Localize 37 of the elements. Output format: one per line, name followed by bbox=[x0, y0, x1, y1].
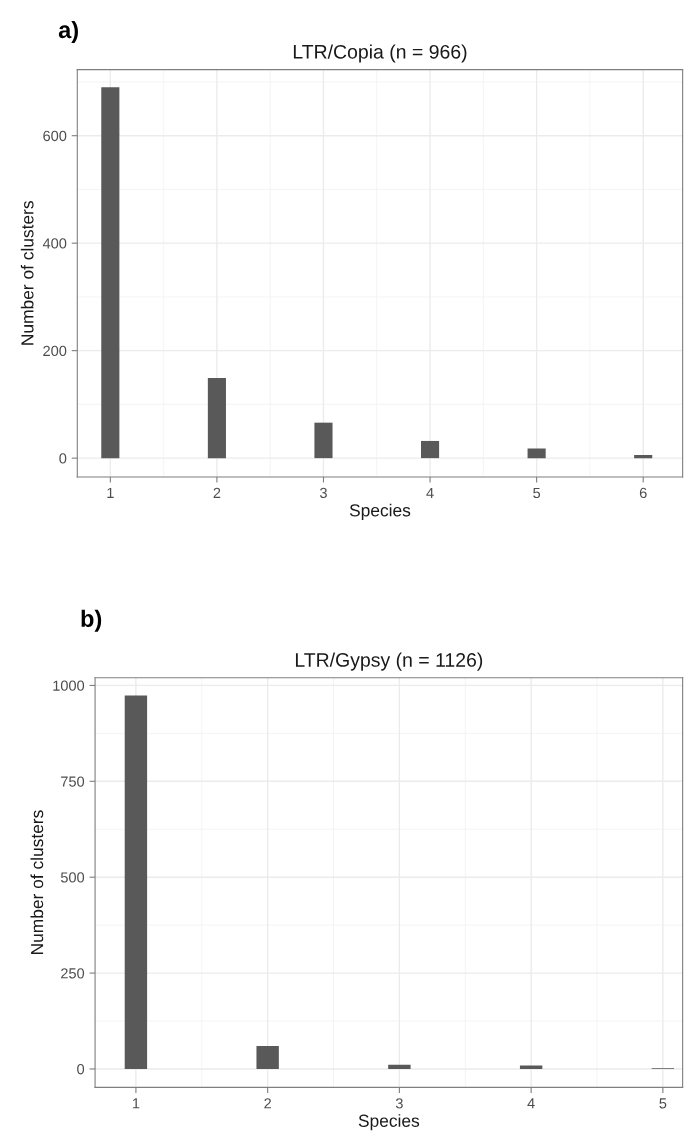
y-tick-label: 500 bbox=[60, 872, 85, 883]
x-axis-title: Species bbox=[349, 503, 411, 520]
y-tick-label: 1000 bbox=[53, 680, 85, 691]
bar bbox=[207, 378, 226, 459]
y-tick-label: 400 bbox=[42, 238, 67, 249]
chart-title: LTR/Gypsy (n = 1126) bbox=[295, 652, 483, 671]
text: a) bbox=[58, 20, 78, 43]
y-tick-label: 0 bbox=[59, 453, 67, 464]
bar bbox=[420, 440, 440, 459]
y-axis-title: Number of clusters bbox=[20, 201, 34, 345]
x-tick-label: 1 bbox=[107, 487, 114, 498]
bar bbox=[388, 1064, 411, 1069]
x-axis-title: Species bbox=[358, 1114, 420, 1131]
x-tick-label: 2 bbox=[264, 1098, 271, 1109]
x-tick-label: 5 bbox=[533, 487, 541, 499]
x-tick-label: 3 bbox=[319, 487, 327, 499]
x-tick-label: 2 bbox=[213, 487, 221, 498]
y-tick-label: 200 bbox=[43, 345, 67, 357]
x-tick-label: 6 bbox=[639, 487, 647, 499]
bar bbox=[256, 1045, 279, 1069]
bar bbox=[314, 422, 333, 459]
bar bbox=[101, 87, 120, 459]
x-tick-label: 1 bbox=[132, 1098, 140, 1109]
chart-title: LTR/Copia (n = 966) bbox=[293, 44, 467, 63]
text: b) bbox=[81, 609, 102, 632]
x-tick-label: 3 bbox=[395, 1098, 403, 1109]
y-tick-label: 250 bbox=[61, 968, 85, 979]
bar bbox=[634, 454, 653, 459]
bar bbox=[527, 448, 546, 459]
y-axis-title: Number of clusters bbox=[30, 810, 44, 954]
y-tick-label: 0 bbox=[77, 1064, 85, 1075]
x-tick-label: 4 bbox=[426, 487, 434, 498]
y-tick-label: 750 bbox=[61, 776, 85, 787]
x-tick-label: 5 bbox=[659, 1098, 667, 1109]
bar bbox=[124, 695, 148, 1069]
x-tick-label: 4 bbox=[527, 1098, 535, 1109]
y-tick-label: 600 bbox=[43, 130, 67, 142]
